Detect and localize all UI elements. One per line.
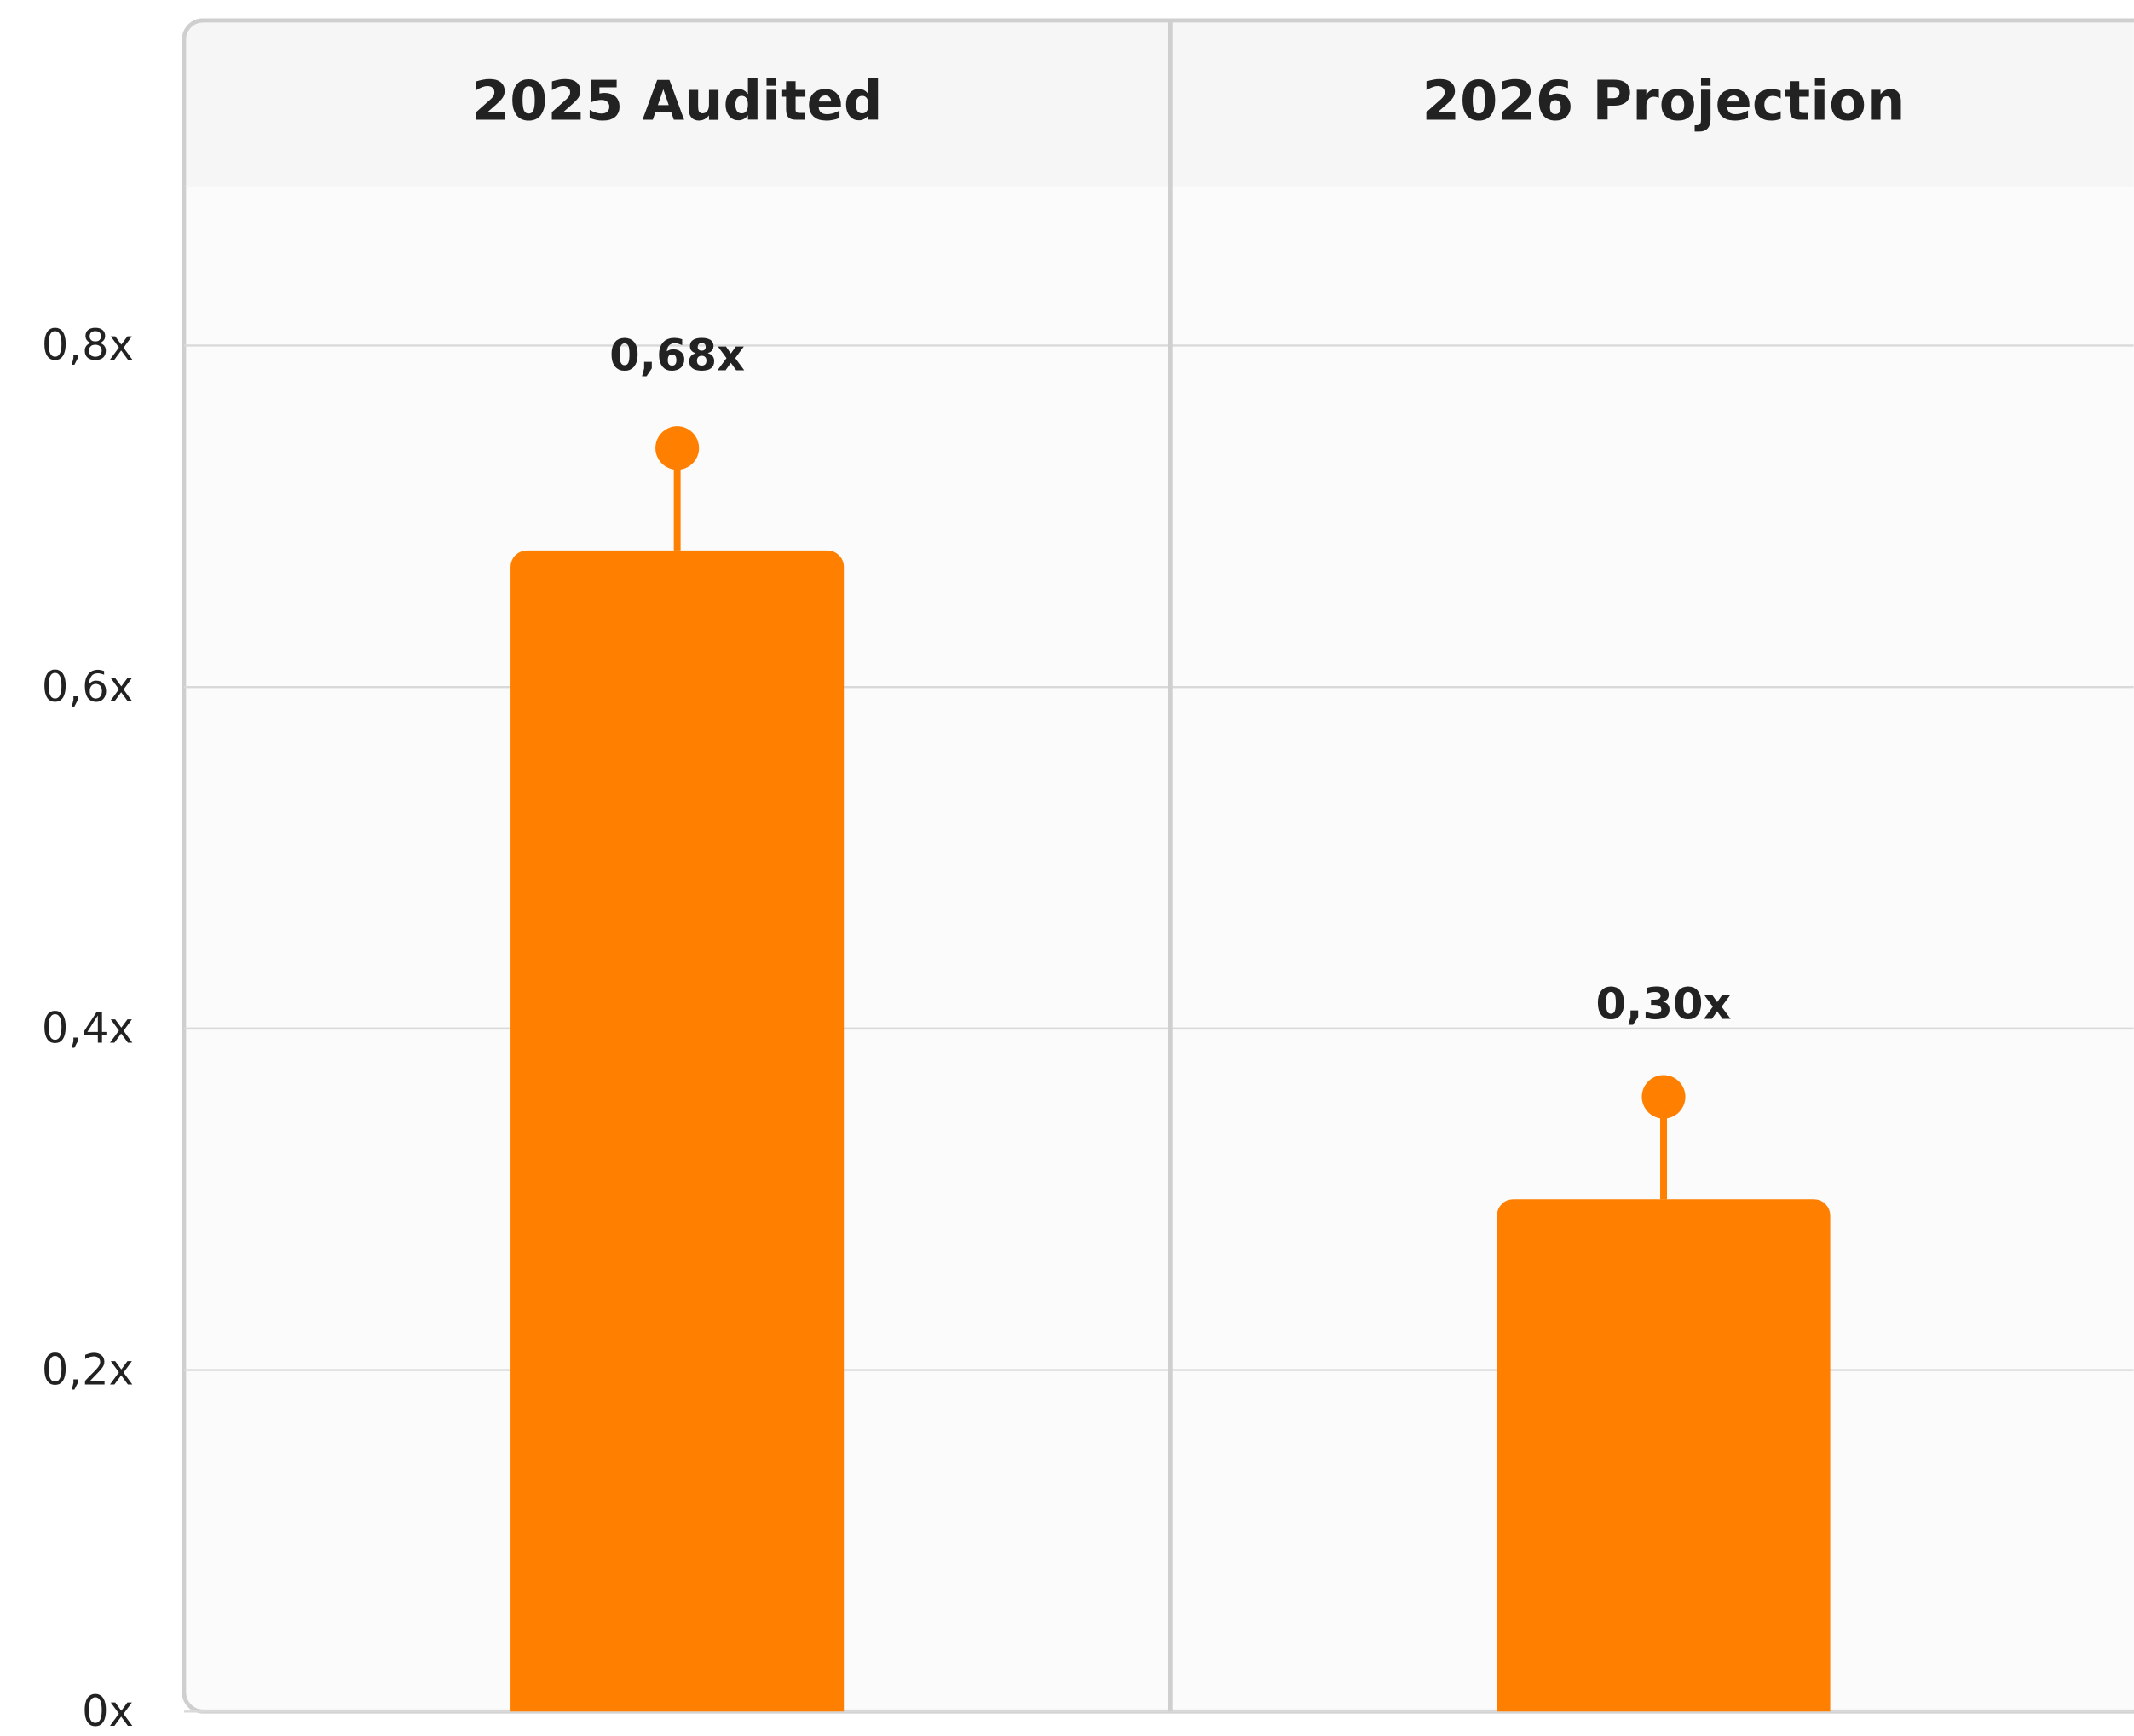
y-tick-label: 0,8x: [42, 320, 134, 370]
y-tick-label: 0,4x: [42, 1004, 134, 1053]
value-label: 0,68x: [609, 331, 745, 381]
bar: [510, 550, 845, 1712]
error-dot: [1641, 1075, 1686, 1119]
header-border: [182, 18, 2134, 187]
panel: [182, 18, 2134, 1714]
y-tick-label: 0,2x: [42, 1345, 134, 1394]
bar: [1497, 1199, 1831, 1712]
y-tick-label: 0x: [82, 1687, 134, 1736]
error-dot: [655, 426, 700, 470]
value-label: 0,30x: [1596, 980, 1732, 1030]
column-header: 2025 Audited: [472, 71, 883, 134]
header-band: [183, 20, 2134, 187]
column-header: 2026 Projection: [1422, 71, 1906, 134]
y-tick-label: 0,6x: [42, 662, 134, 712]
